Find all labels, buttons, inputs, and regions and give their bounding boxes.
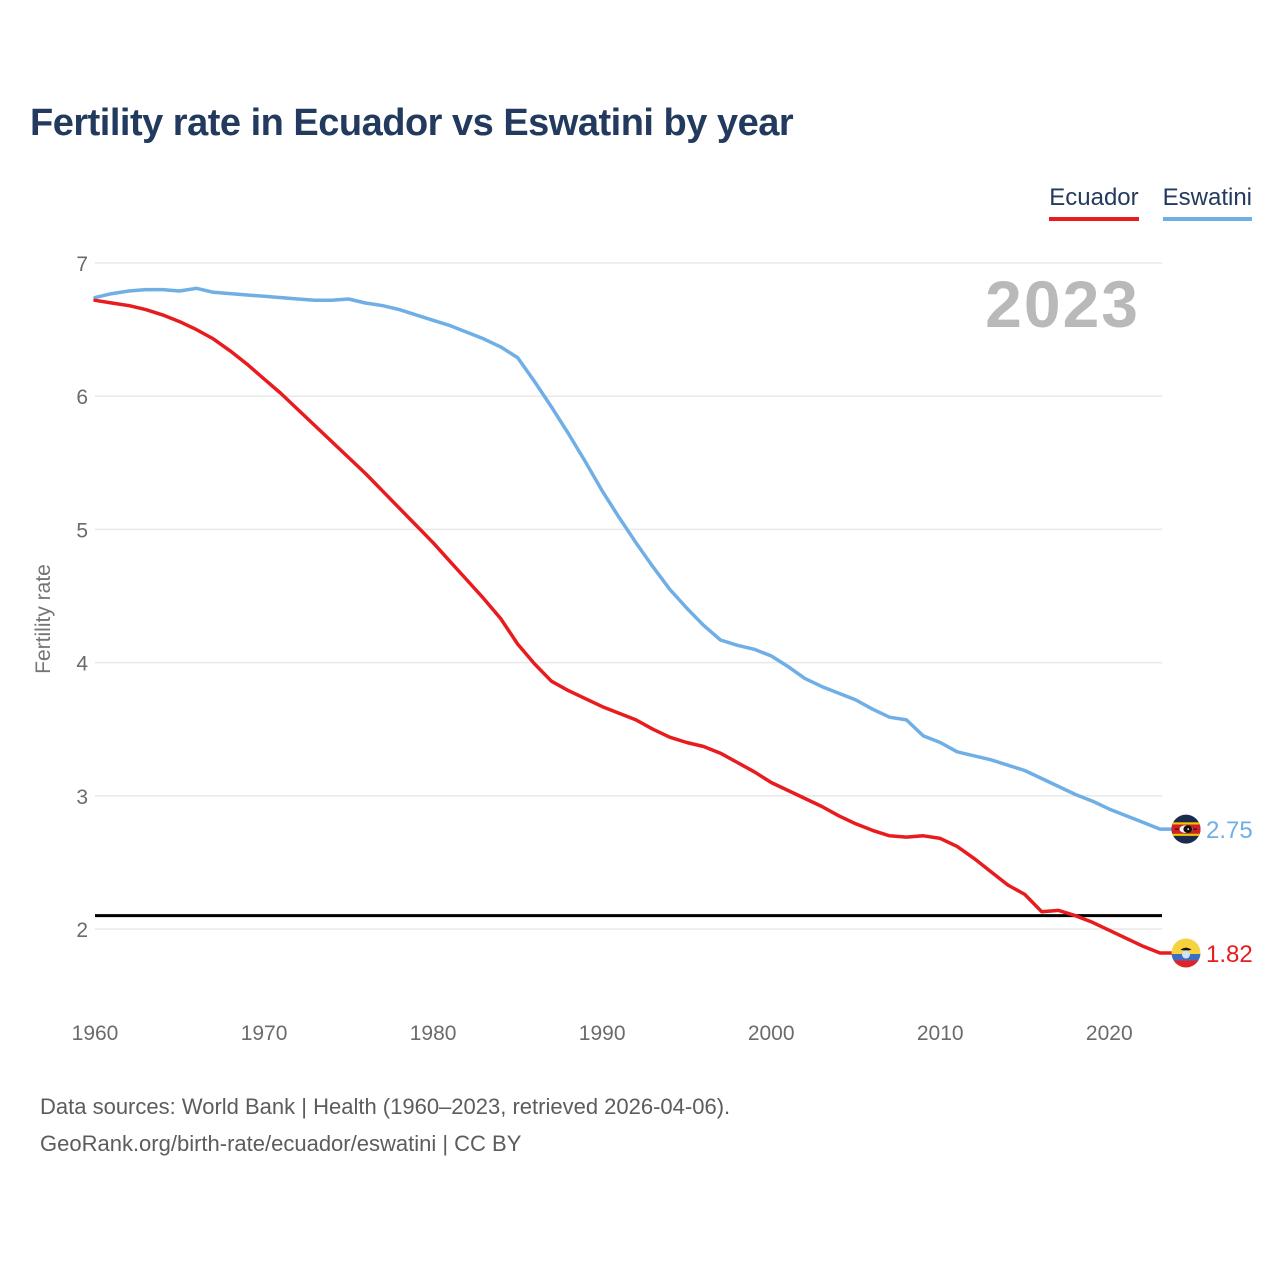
x-tick-2020: 2020: [1086, 1022, 1133, 1045]
eswatini-series-line[interactable]: [93, 286, 1173, 831]
watermark-year: 2023: [985, 267, 1140, 341]
x-tick-1960: 1960: [72, 1022, 119, 1045]
ecuador-series-line[interactable]: [93, 298, 1173, 955]
end-label-eswatini: 2.75: [1206, 817, 1253, 844]
ecuador-flag-icon: [1171, 938, 1201, 968]
y-tick-4: 4: [76, 653, 88, 676]
x-tick-1980: 1980: [410, 1022, 457, 1045]
y-tick-7: 7: [76, 253, 88, 276]
chart-title: Fertility rate in Ecuador vs Eswatini by…: [30, 102, 794, 144]
end-label-ecuador: 1.82: [1206, 941, 1253, 968]
x-tick-1970: 1970: [241, 1022, 288, 1045]
legend-item-ecuador[interactable]: Ecuador: [1049, 184, 1139, 221]
source-line-2: GeoRank.org/birth-rate/ecuador/eswatini …: [40, 1131, 522, 1156]
x-tick-2000: 2000: [748, 1022, 795, 1045]
legend-item-eswatini[interactable]: Eswatini: [1162, 184, 1252, 221]
y-tick-3: 3: [76, 786, 88, 809]
source-line-1: Data sources: World Bank | Health (1960–…: [40, 1094, 731, 1119]
x-tick-2010: 2010: [917, 1022, 964, 1045]
y-tick-6: 6: [76, 386, 88, 409]
legend: Ecuador Eswatini: [1049, 184, 1252, 221]
y-tick-5: 5: [76, 519, 88, 542]
y-tick-2: 2: [76, 919, 88, 942]
source-text: Data sources: World Bank | Health (1960–…: [40, 1088, 730, 1162]
x-tick-1990: 1990: [579, 1022, 626, 1045]
eswatini-flag-icon: [1171, 814, 1201, 844]
